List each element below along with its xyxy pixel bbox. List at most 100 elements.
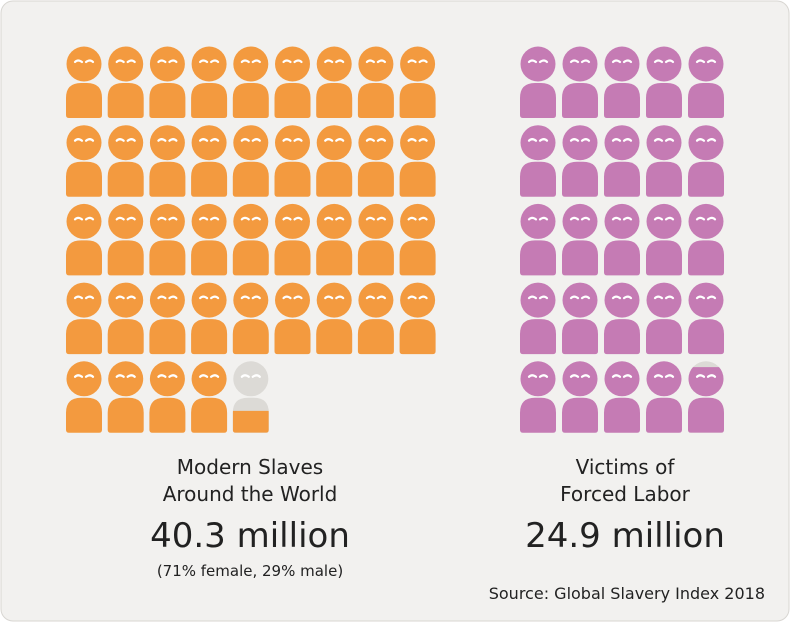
icon-body: [274, 83, 311, 118]
icon-head: [646, 282, 682, 318]
person-icon: [520, 203, 556, 276]
person-icon: [66, 46, 102, 118]
icon-eye: [157, 59, 167, 64]
icon-body: [191, 161, 228, 197]
icon-eye: [706, 295, 717, 300]
icon-body: [604, 83, 640, 118]
icon-body: [149, 240, 186, 276]
icon-head: [688, 203, 724, 239]
person-icon: [688, 282, 724, 355]
person-icon: [107, 282, 144, 355]
icon-body: [316, 240, 353, 276]
icon-eye: [622, 138, 633, 142]
icon-eye: [569, 374, 580, 378]
icon-eye: [376, 59, 386, 64]
icon-eye: [210, 295, 220, 300]
icon-eye: [240, 138, 250, 142]
icon-eye: [84, 59, 95, 64]
person-icon: [274, 46, 311, 118]
icon-eye: [210, 59, 220, 64]
icon-body: [562, 240, 598, 276]
person-icon: [149, 282, 186, 355]
icon-head: [149, 125, 185, 161]
icon-body: [646, 397, 682, 433]
icon-eye: [251, 295, 261, 300]
person-icon: [149, 125, 186, 197]
icon-body: [520, 397, 556, 433]
person-icon: [191, 361, 228, 433]
chart-title: Forced Labor: [560, 482, 690, 506]
icon-eye: [653, 59, 664, 64]
icon-head: [191, 282, 227, 318]
icon-body: [107, 397, 144, 433]
icon-head: [149, 46, 185, 82]
icon-body: [66, 83, 102, 118]
icon-head: [108, 46, 144, 82]
icon-body: [646, 240, 682, 276]
person-icon: [688, 361, 724, 433]
icon-head: [191, 46, 227, 82]
icon-head: [400, 282, 436, 318]
icon-head: [108, 125, 144, 161]
icon-eye: [695, 59, 706, 64]
icon-eye: [240, 374, 250, 378]
person-icon: [562, 46, 598, 118]
icon-head: [316, 125, 352, 161]
person-icon: [232, 203, 269, 276]
icon-body: [66, 240, 102, 276]
icon-body: [646, 83, 682, 118]
icon-body: [232, 83, 269, 118]
icon-eye: [115, 59, 125, 64]
icon-eye: [538, 295, 549, 300]
icon-body: [604, 161, 640, 197]
icon-head: [688, 46, 724, 82]
icon-head: [191, 125, 227, 161]
icon-body: [357, 319, 394, 355]
icon-body: [688, 161, 724, 197]
chart-title: Around the World: [163, 482, 338, 506]
icon-head: [358, 46, 394, 82]
icon-head: [646, 361, 682, 397]
icon-eye: [115, 374, 125, 378]
icon-head: [688, 282, 724, 318]
icon-head: [604, 282, 640, 318]
icon-body: [232, 240, 269, 276]
person-icon: [66, 125, 102, 197]
icon-eye: [527, 59, 538, 64]
icon-eye: [695, 216, 706, 221]
person-icon: [316, 282, 353, 355]
icon-body: [232, 410, 269, 433]
person-icon: [646, 282, 682, 355]
person-icon: [232, 282, 269, 355]
icon-body: [66, 397, 102, 433]
icon-eye: [168, 295, 178, 300]
icon-eye: [240, 59, 250, 64]
icon-eye: [527, 374, 538, 378]
icon-body: [232, 319, 269, 355]
icon-eye: [538, 216, 549, 221]
icon-eye: [376, 138, 386, 142]
icon-eye: [706, 374, 717, 378]
partial-icon: [688, 367, 724, 433]
icon-body: [399, 161, 436, 197]
person-icon: [149, 203, 186, 276]
icon-body: [191, 397, 228, 433]
icon-eye: [73, 138, 84, 142]
icon-head: [646, 125, 682, 161]
icon-head: [520, 361, 556, 397]
icon-eye: [569, 138, 580, 142]
icon-eye: [569, 59, 580, 64]
partial-icon: [232, 410, 269, 433]
icon-eye: [157, 216, 167, 221]
person-icon: [399, 125, 436, 197]
icon-body: [646, 161, 682, 197]
icon-body: [316, 161, 353, 197]
icon-head: [562, 125, 598, 161]
person-icon: [520, 361, 556, 433]
icon-eye: [199, 295, 209, 300]
icon-eye: [407, 59, 417, 64]
icon-eye: [611, 216, 622, 221]
icon-eye: [84, 138, 95, 142]
icon-eye: [115, 295, 125, 300]
icon-eye: [653, 295, 664, 300]
